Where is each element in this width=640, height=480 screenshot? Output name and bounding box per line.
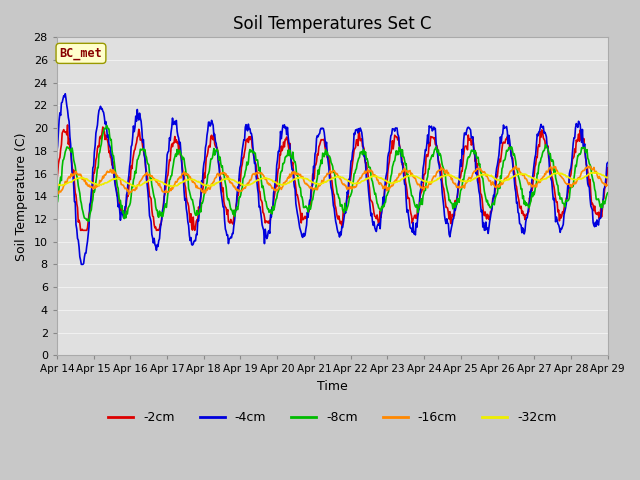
- -8cm: [63, 144, 70, 150]
- Line: -32cm: -32cm: [57, 172, 608, 187]
- Text: BC_met: BC_met: [60, 47, 102, 60]
- -16cm: [205, 185, 212, 191]
- X-axis label: Time: Time: [317, 380, 348, 393]
- -2cm: [53, 178, 61, 183]
- -16cm: [175, 174, 183, 180]
- -32cm: [120, 178, 127, 183]
- -32cm: [590, 169, 598, 175]
- Line: -8cm: -8cm: [57, 125, 608, 221]
- -32cm: [63, 180, 70, 186]
- -4cm: [417, 186, 424, 192]
- -32cm: [177, 180, 184, 186]
- -4cm: [177, 150, 185, 156]
- -16cm: [399, 169, 407, 175]
- -8cm: [206, 162, 214, 168]
- -2cm: [64, 122, 72, 128]
- Line: -16cm: -16cm: [57, 166, 608, 194]
- Line: -4cm: -4cm: [57, 94, 608, 264]
- -32cm: [205, 183, 213, 189]
- Line: -2cm: -2cm: [57, 125, 608, 230]
- -4cm: [401, 181, 408, 187]
- -4cm: [121, 204, 129, 209]
- -16cm: [604, 182, 612, 188]
- -4cm: [206, 123, 214, 129]
- -16cm: [415, 181, 423, 187]
- -8cm: [84, 218, 92, 224]
- -2cm: [417, 191, 424, 196]
- Title: Soil Temperatures Set C: Soil Temperatures Set C: [233, 15, 431, 33]
- -4cm: [77, 262, 85, 267]
- Legend: -2cm, -4cm, -8cm, -16cm, -32cm: -2cm, -4cm, -8cm, -16cm, -32cm: [103, 406, 561, 429]
- -2cm: [206, 144, 214, 150]
- -2cm: [63, 132, 70, 138]
- -32cm: [416, 176, 424, 181]
- -32cm: [400, 175, 408, 181]
- -2cm: [604, 165, 612, 171]
- -8cm: [121, 212, 129, 217]
- -32cm: [604, 175, 612, 180]
- -4cm: [604, 160, 612, 166]
- -2cm: [121, 208, 129, 214]
- -4cm: [53, 149, 61, 155]
- -2cm: [177, 153, 185, 158]
- -32cm: [53, 181, 61, 187]
- -8cm: [103, 122, 111, 128]
- -4cm: [61, 91, 69, 96]
- -16cm: [53, 192, 61, 197]
- -8cm: [417, 201, 424, 207]
- -8cm: [604, 190, 612, 196]
- -8cm: [401, 158, 408, 164]
- -2cm: [401, 167, 408, 173]
- -16cm: [63, 180, 70, 185]
- -4cm: [64, 108, 72, 113]
- Y-axis label: Soil Temperature (C): Soil Temperature (C): [15, 132, 28, 261]
- -2cm: [77, 228, 84, 233]
- -8cm: [53, 201, 61, 206]
- -32cm: [131, 184, 139, 190]
- -16cm: [512, 163, 520, 169]
- -8cm: [177, 152, 185, 157]
- -16cm: [120, 182, 127, 188]
